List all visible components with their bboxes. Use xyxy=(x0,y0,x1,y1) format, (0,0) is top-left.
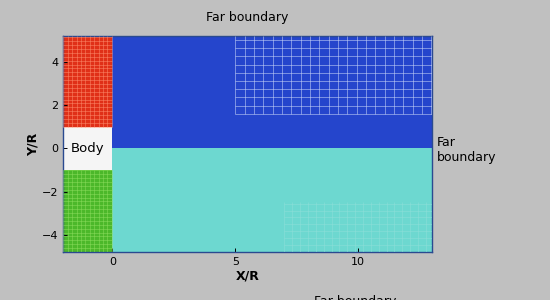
X-axis label: X/R: X/R xyxy=(235,270,260,283)
Bar xyxy=(112,36,432,148)
Bar xyxy=(63,36,112,127)
Bar xyxy=(112,148,432,252)
Text: Far
boundary: Far boundary xyxy=(437,136,497,164)
Text: Far boundary: Far boundary xyxy=(314,295,396,300)
Text: Body: Body xyxy=(71,142,104,155)
Y-axis label: Y/R: Y/R xyxy=(26,132,39,156)
Bar xyxy=(63,170,112,252)
Bar xyxy=(63,127,112,170)
Text: Far boundary: Far boundary xyxy=(206,11,289,24)
